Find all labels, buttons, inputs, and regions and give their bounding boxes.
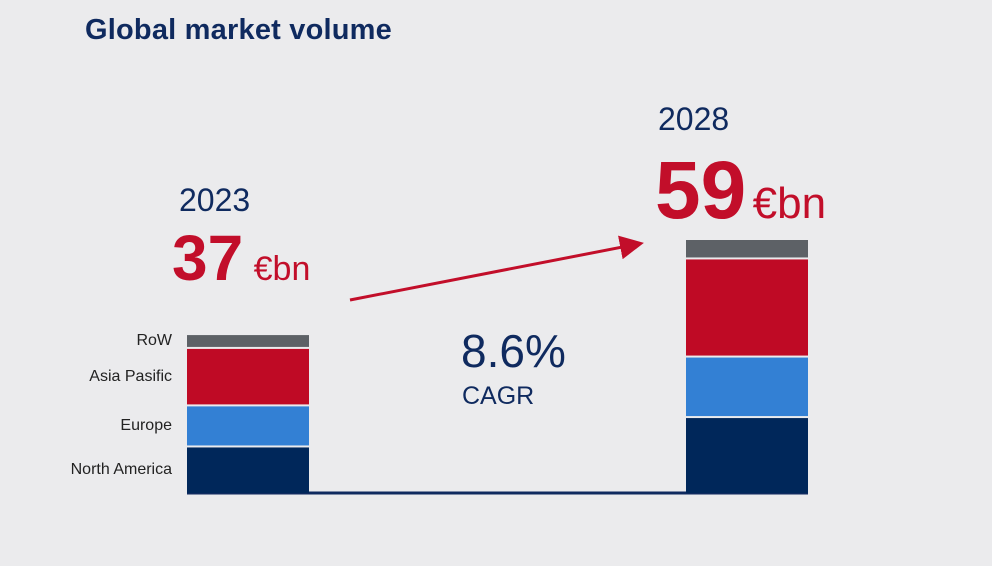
bar-segment-2023-asia-pasific (187, 348, 309, 405)
growth-arrow (349, 235, 644, 302)
legend-label-north-america: North America (70, 461, 172, 479)
bar-segment-2028-north-america (686, 418, 808, 493)
unit-2023: €bn (253, 250, 311, 288)
year-label-2023: 2023 (179, 182, 251, 218)
total-2028: 59 €bn (655, 150, 826, 232)
total-value-2028: 59 (655, 145, 747, 236)
cagr-value: 8.6% (461, 325, 566, 377)
total-value-2023: 37 (172, 222, 244, 294)
unit-2028: €bn (752, 179, 827, 228)
total-2023: 37 €bn (172, 226, 310, 290)
bar-segment-2023-north-america (187, 447, 309, 493)
bar-segment-2028-row (686, 240, 808, 258)
year-label-2028: 2028 (658, 101, 730, 137)
cagr-label: CAGR (462, 382, 535, 410)
legend-label-row: RoW (136, 332, 172, 349)
legend-label-asia-pasific: Asia Pasific (89, 367, 172, 385)
bar-segment-2023-europe (187, 406, 309, 446)
chart-title: Global market volume (85, 14, 392, 46)
bar-segment-2028-europe (686, 357, 808, 417)
legend-label-europe: Europe (120, 416, 172, 434)
bar-segment-2023-row (187, 335, 309, 347)
bar-segment-2028-asia-pasific (686, 259, 808, 356)
